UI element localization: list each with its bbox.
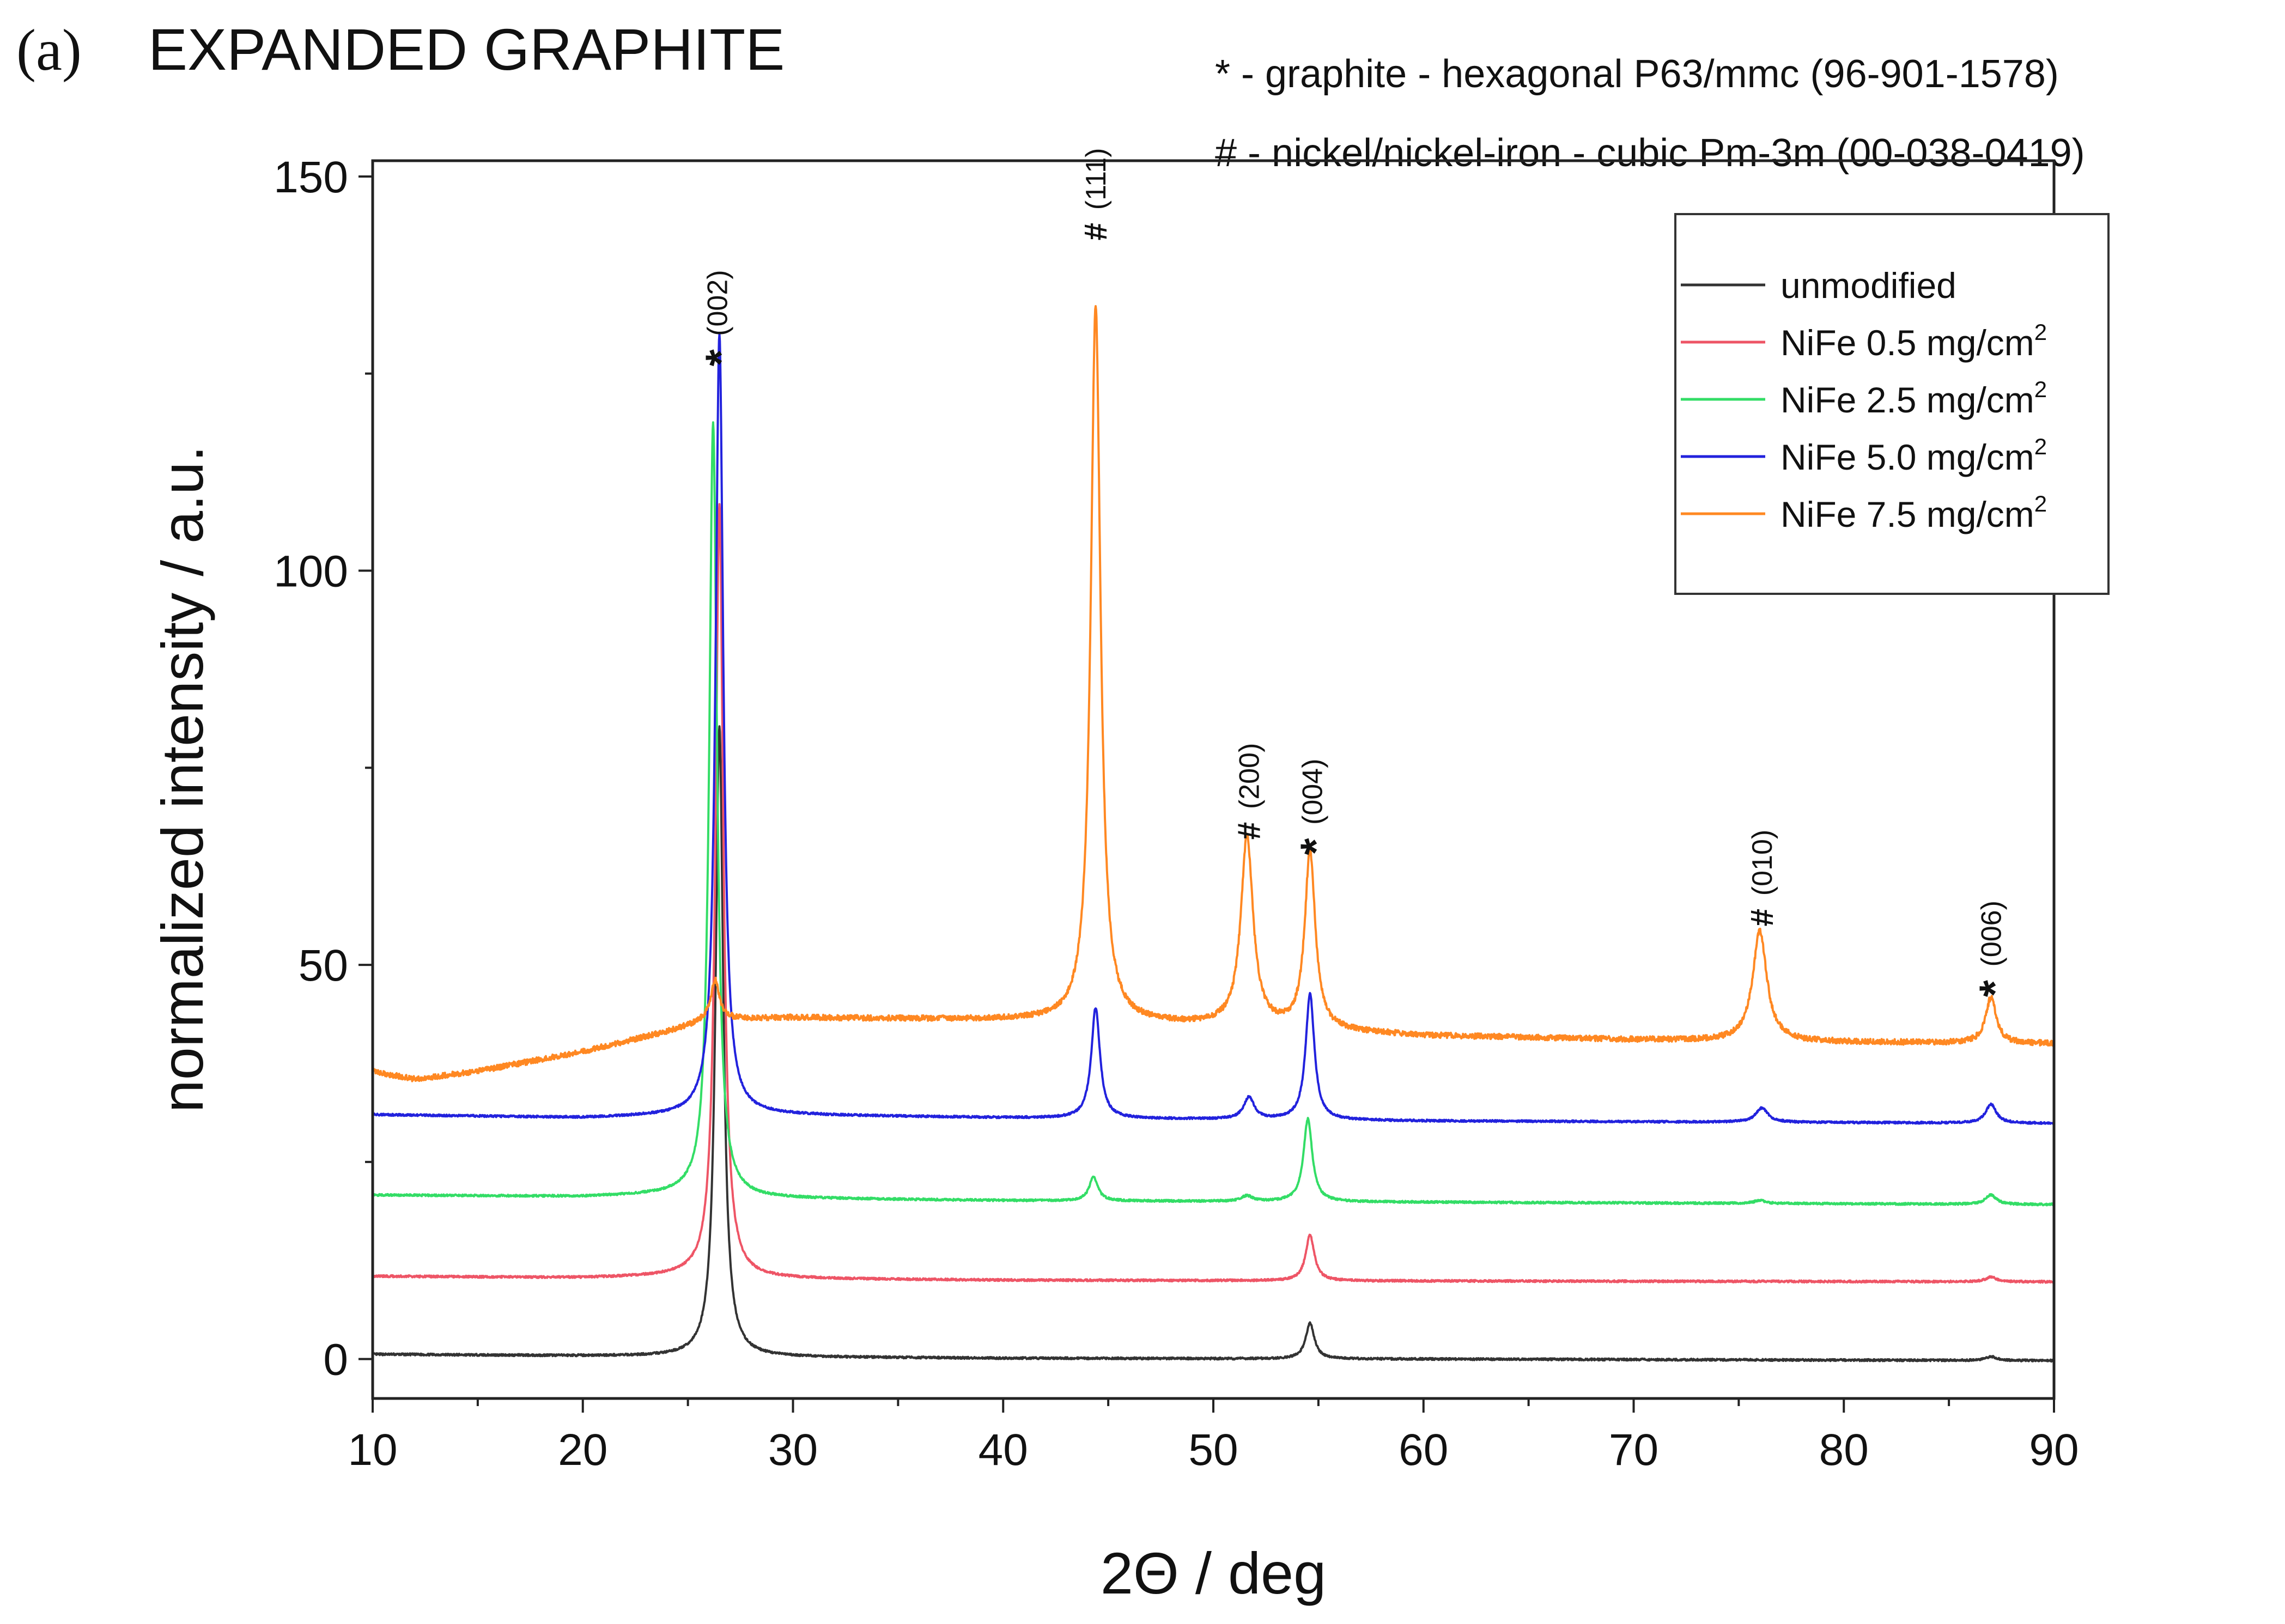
legend-item: NiFe 7.5 mg/cm2: [1681, 491, 2047, 534]
phase-note-graphite: * - graphite - hexagonal P63/mmc (96-901…: [1215, 52, 2059, 96]
axis-ticks: 10 20 30 40 50 60 70 80 90 0 50 100 150: [274, 153, 2079, 1475]
peak-hkl-label: (006): [1976, 901, 2007, 966]
peak-hkl-label: (111): [1080, 148, 1112, 210]
peak-annotation: # (111): [1078, 148, 1114, 241]
series-line: [372, 333, 2055, 1125]
series-line: [372, 305, 2055, 1082]
peak-annotation: # (010): [1745, 830, 1780, 927]
phase-note-nickel: # - nickel/nickel-iron - cubic Pm-3m (00…: [1215, 131, 2085, 175]
series-line: [372, 725, 2055, 1363]
legend: unmodified NiFe 0.5 mg/cm2 NiFe 2.5 mg/cm2…: [1674, 213, 2110, 595]
peak-hkl-label: (010): [1747, 830, 1778, 896]
panel-label: (a): [16, 18, 82, 83]
peak-hkl-label: (004): [1297, 759, 1328, 825]
peak-annotation: * (002): [697, 270, 745, 366]
peak-symbol: #: [1078, 223, 1114, 240]
peak-hkl-label: (002): [702, 270, 734, 336]
x-tick-label: 50: [1188, 1425, 1238, 1475]
peak-annotation: # (200): [1232, 743, 1267, 840]
peak-symbol: #: [1232, 822, 1267, 840]
legend-label: NiFe 5.0 mg/cm2: [1780, 434, 2047, 477]
x-tick-label: 60: [1399, 1425, 1448, 1475]
legend-item: NiFe 2.5 mg/cm2: [1681, 376, 2047, 420]
peak-annotation: * (006): [1970, 901, 2019, 997]
series-line: [372, 503, 2055, 1284]
legend-box: [1674, 213, 2110, 595]
legend-label: NiFe 7.5 mg/cm2: [1780, 491, 2047, 534]
x-tick-label: 70: [1609, 1425, 1658, 1475]
x-tick-label: 10: [348, 1425, 397, 1475]
x-tick-label: 40: [979, 1425, 1028, 1475]
peak-symbol: *: [1970, 980, 2019, 997]
peak-symbol: *: [1291, 838, 1340, 855]
x-tick-label: 30: [768, 1425, 818, 1475]
x-tick-label: 20: [558, 1425, 607, 1475]
legend-item: NiFe 0.5 mg/cm2: [1681, 319, 2047, 363]
y-tick-label: 0: [323, 1335, 348, 1385]
peak-hkl-label: (200): [1234, 743, 1266, 809]
x-tick-label: 80: [1819, 1425, 1869, 1475]
series-line: [372, 421, 2055, 1207]
x-axis-title: 2Θ / deg: [1101, 1540, 1326, 1606]
peak-annotation: * (004): [1291, 759, 1340, 855]
y-tick-label: 100: [274, 547, 348, 597]
legend-label: unmodified: [1780, 265, 1956, 306]
series-layer: [372, 305, 2055, 1363]
legend-item: NiFe 5.0 mg/cm2: [1681, 434, 2047, 477]
y-tick-label: 50: [299, 941, 348, 990]
x-tick-label: 90: [2029, 1425, 2079, 1475]
peak-annotations: * (002) # (111) # (200) * (004) # (010) * (006): [697, 148, 2019, 997]
y-axis-title: normalized intensity / a.u.: [149, 446, 215, 1113]
legend-items: unmodified NiFe 0.5 mg/cm2 NiFe 2.5 mg/cm2…: [1681, 265, 2047, 534]
legend-item: unmodified: [1681, 265, 1956, 306]
legend-label: NiFe 2.5 mg/cm2: [1780, 376, 2047, 420]
y-tick-label: 150: [274, 153, 348, 202]
chart-title: EXPANDED GRAPHITE: [148, 16, 785, 82]
peak-symbol: *: [697, 349, 745, 366]
peak-symbol: #: [1745, 909, 1780, 926]
legend-label: NiFe 0.5 mg/cm2: [1780, 319, 2047, 363]
